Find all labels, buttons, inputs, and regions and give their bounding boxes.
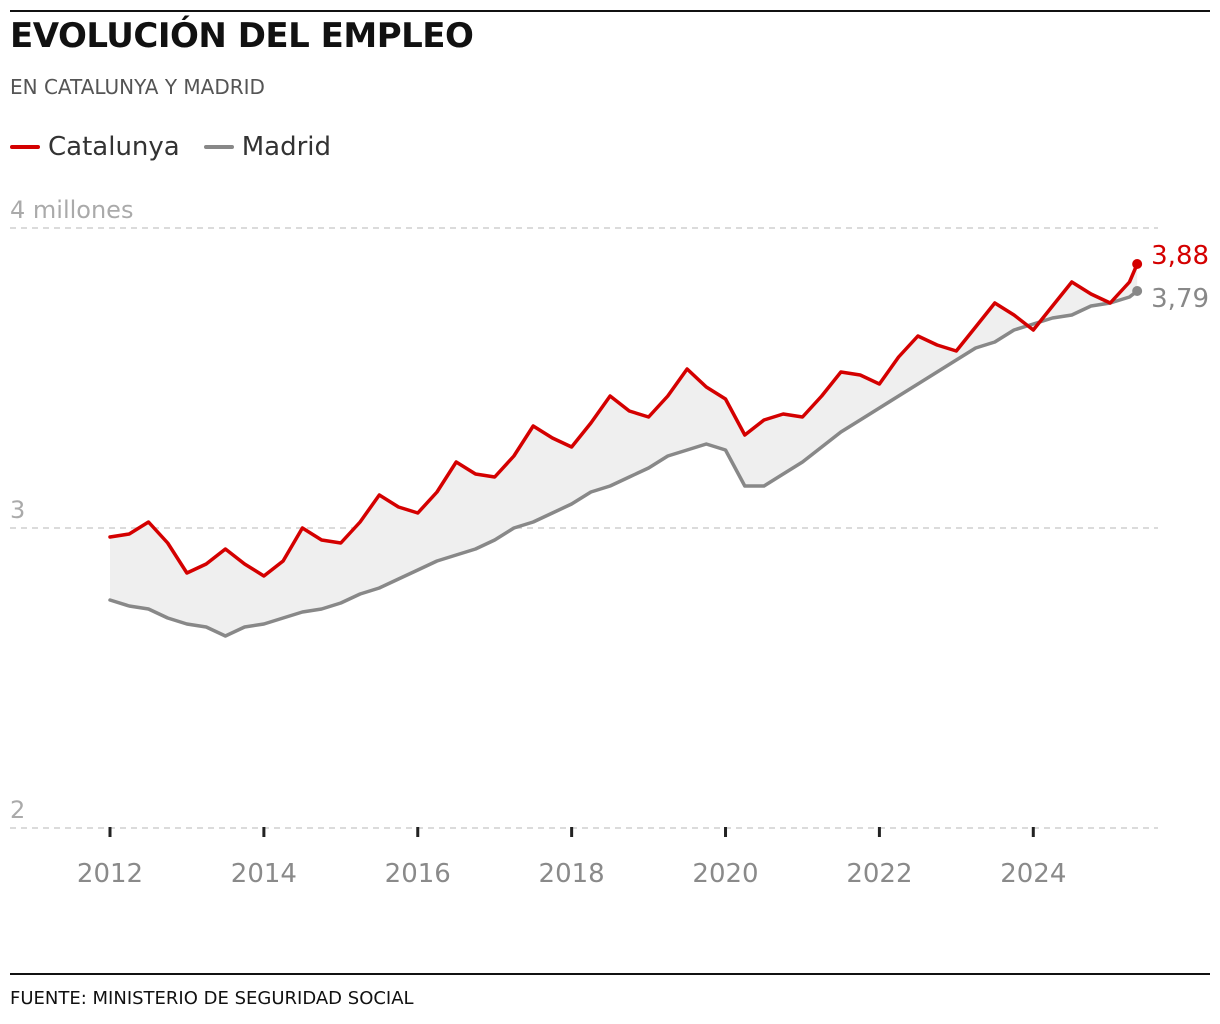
y-tick-label-0: 4 millones [10,196,133,224]
gap-band [110,264,1138,636]
legend-label-madrid: Madrid [241,132,332,162]
x-tick-label-0: 2012 [77,859,143,889]
line-chart: 4 millones 3 2 2012 2014 2016 2018 2020 2022 2024… [10,196,1209,889]
chart-subtitle: EN CATALUNYA Y MADRID [10,75,265,99]
legend-item-catalunya: Catalunya [10,132,180,162]
series-end-label-madrid: 3,79 [1151,284,1209,314]
x-tick-label-1: 2014 [231,859,297,889]
source-note: FUENTE: MINISTERIO DE SEGURIDAD SOCIAL [10,988,414,1009]
legend-item-madrid: Madrid [203,132,332,162]
series-line-madrid [108,289,1139,638]
legend-label-catalunya: Catalunya [48,132,180,162]
bottom-rule [10,973,1210,975]
series-end-label-catalunya: 3,88 [1151,241,1209,271]
top-rule [10,10,1210,12]
series-line-catalunya [108,262,1139,578]
legend-swatch-catalunya [10,145,40,149]
legend-swatch-madrid [203,145,234,149]
x-tick-label-3: 2018 [539,859,605,889]
chart-title: EVOLUCIÓN DEL EMPLEO [10,16,474,56]
series-end-point-catalunya [1132,259,1143,269]
legend: Catalunya Madrid [10,132,355,162]
x-tick-label-6: 2024 [1000,859,1066,889]
y-tick-label-1: 3 [10,496,25,524]
x-tick-label-2: 2016 [385,859,451,889]
x-tick-label-5: 2022 [846,859,912,889]
y-tick-label-2: 2 [10,796,25,824]
series-end-point-madrid [1132,286,1143,296]
x-tick-label-4: 2020 [692,859,758,889]
